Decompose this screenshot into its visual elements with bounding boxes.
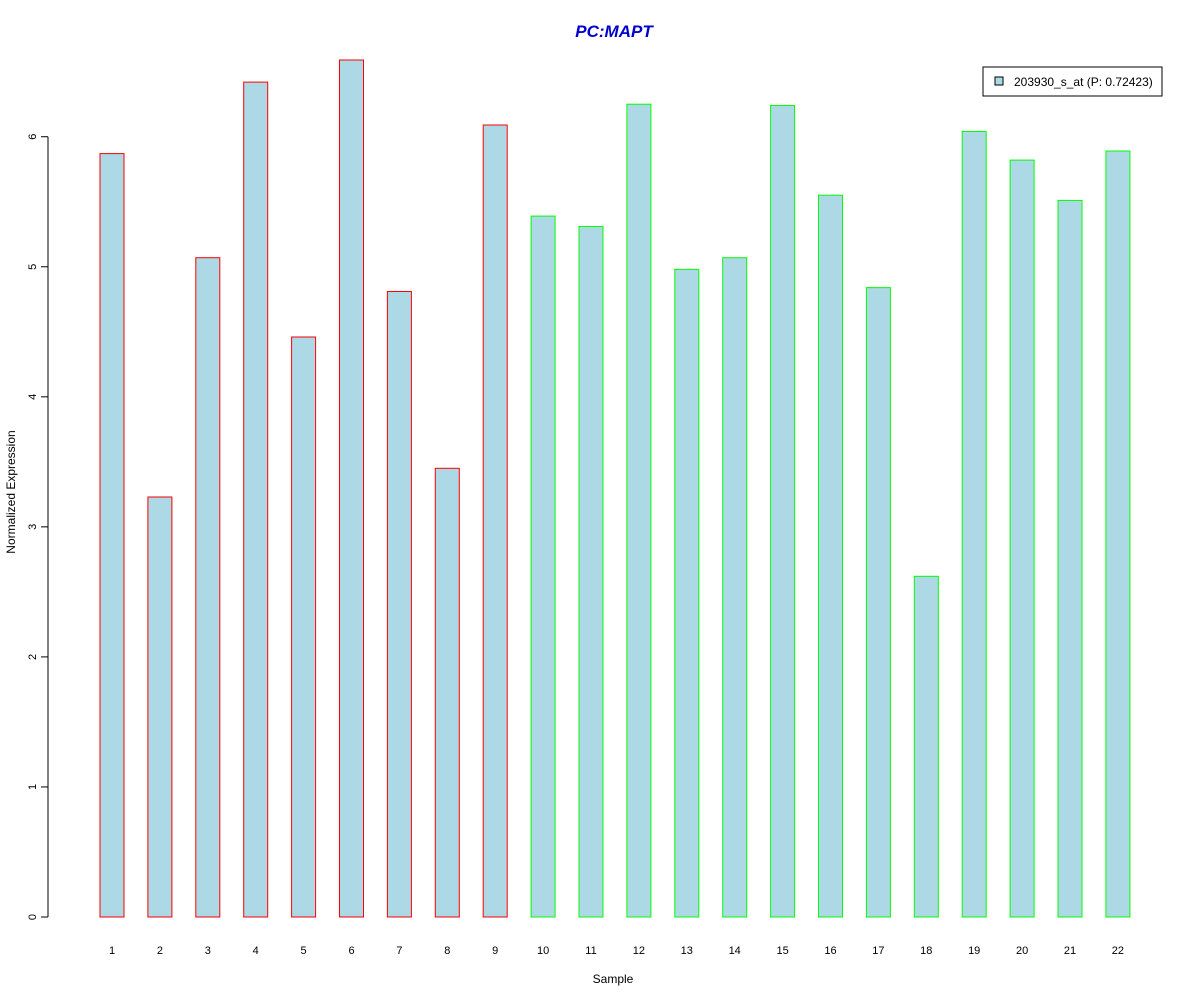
bar-sample-10 bbox=[530, 215, 556, 918]
x-tick-label: 4 bbox=[253, 945, 259, 957]
y-tick-label: 3 bbox=[27, 524, 39, 530]
bar-sample-5 bbox=[291, 336, 317, 918]
x-tick-label: 14 bbox=[729, 945, 741, 957]
x-tick-label: 5 bbox=[301, 945, 307, 957]
x-tick-label: 10 bbox=[537, 945, 549, 957]
x-tick-label: 7 bbox=[396, 945, 402, 957]
bar-sample-11 bbox=[578, 226, 604, 918]
bar-sample-17 bbox=[865, 287, 891, 918]
legend-label: 203930_s_at (P: 0.72423) bbox=[1014, 75, 1153, 89]
bar-sample-1 bbox=[99, 153, 125, 918]
bar-sample-16 bbox=[818, 194, 843, 918]
x-tick-label: 21 bbox=[1064, 945, 1076, 957]
bar-sample-3 bbox=[195, 257, 221, 918]
x-tick-label: 17 bbox=[872, 945, 884, 957]
x-tick-label: 13 bbox=[681, 945, 693, 957]
bar-sample-9 bbox=[482, 124, 508, 918]
x-tick-label: 3 bbox=[205, 945, 211, 957]
x-tick-label: 16 bbox=[824, 945, 836, 957]
y-tick-label: 0 bbox=[27, 914, 39, 920]
bars-group bbox=[99, 59, 1131, 918]
legend-box bbox=[982, 66, 1163, 97]
x-tick-label: 22 bbox=[1112, 945, 1124, 957]
bar-sample-21 bbox=[1057, 199, 1083, 918]
x-tick-label: 18 bbox=[920, 945, 932, 957]
y-tick-label: 6 bbox=[27, 134, 39, 140]
x-tick-label: 2 bbox=[157, 945, 163, 957]
bar-sample-14 bbox=[722, 257, 748, 918]
y-tick-label: 1 bbox=[27, 784, 39, 790]
bar-sample-18 bbox=[913, 575, 939, 918]
x-tick-labels: 1 2 3 4 5 6 7 8 9 10 11 12 13 14 15 16 17 18 19 20 21 22 bbox=[109, 945, 1124, 957]
bar-sample-12 bbox=[626, 103, 652, 918]
x-tick-label: 8 bbox=[444, 945, 450, 957]
x-tick-label: 15 bbox=[776, 945, 788, 957]
bar-sample-2 bbox=[147, 496, 173, 918]
legend-swatch bbox=[994, 76, 1004, 86]
x-tick-label: 11 bbox=[585, 945, 596, 957]
bar-sample-20 bbox=[1009, 159, 1035, 918]
bar-sample-6 bbox=[339, 59, 364, 918]
bar-sample-22 bbox=[1105, 150, 1131, 918]
legend: 203930_s_at (P: 0.72423) bbox=[982, 66, 1163, 97]
y-axis-title: Normalized Expression bbox=[4, 430, 18, 553]
bar-sample-4 bbox=[243, 81, 269, 918]
chart-title: PC:MAPT bbox=[575, 22, 654, 41]
x-tick-label: 12 bbox=[633, 945, 645, 957]
y-axis: 0 1 2 3 4 5 6 bbox=[27, 134, 49, 920]
bar-sample-7 bbox=[386, 291, 412, 918]
bar-sample-8 bbox=[434, 467, 460, 918]
y-tick-label: 4 bbox=[27, 394, 39, 400]
x-tick-label: 19 bbox=[968, 945, 980, 957]
x-tick-label: 9 bbox=[492, 945, 498, 957]
x-tick-label: 6 bbox=[348, 945, 354, 957]
x-axis-title: Sample bbox=[593, 972, 634, 986]
bar-sample-19 bbox=[961, 131, 987, 918]
y-tick-label: 5 bbox=[27, 264, 39, 270]
bar-sample-13 bbox=[674, 268, 700, 918]
y-tick-label: 2 bbox=[27, 654, 39, 660]
x-tick-label: 20 bbox=[1016, 945, 1028, 957]
bar-sample-15 bbox=[770, 105, 796, 918]
x-tick-label: 1 bbox=[109, 945, 115, 957]
